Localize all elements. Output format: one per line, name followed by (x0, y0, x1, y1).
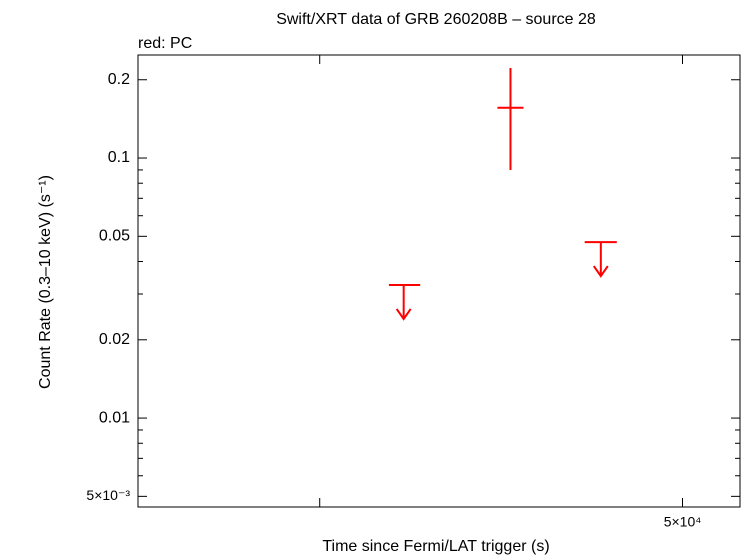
y-tick-label: 0.01 (99, 409, 130, 426)
chart-title: Swift/XRT data of GRB 260208B – source 2… (276, 11, 596, 28)
upper-limit-head (592, 265, 609, 278)
y-tick-label: 0.1 (108, 149, 130, 166)
y-tick-label: 5×10⁻³ (86, 487, 130, 503)
x-axis-label: Time since Fermi/LAT trigger (s) (322, 538, 549, 555)
y-tick-label: 0.05 (99, 228, 130, 245)
upper-limit-head (395, 308, 412, 321)
x-tick-label: 5×10⁴ (664, 514, 702, 530)
y-tick-label: 0.2 (108, 71, 130, 88)
legend-text: red: PC (138, 35, 192, 52)
y-axis-label: Count Rate (0.3–10 keV) (s⁻¹) (37, 175, 54, 389)
plot-frame (137, 54, 741, 508)
y-tick-label: 0.02 (99, 331, 130, 348)
